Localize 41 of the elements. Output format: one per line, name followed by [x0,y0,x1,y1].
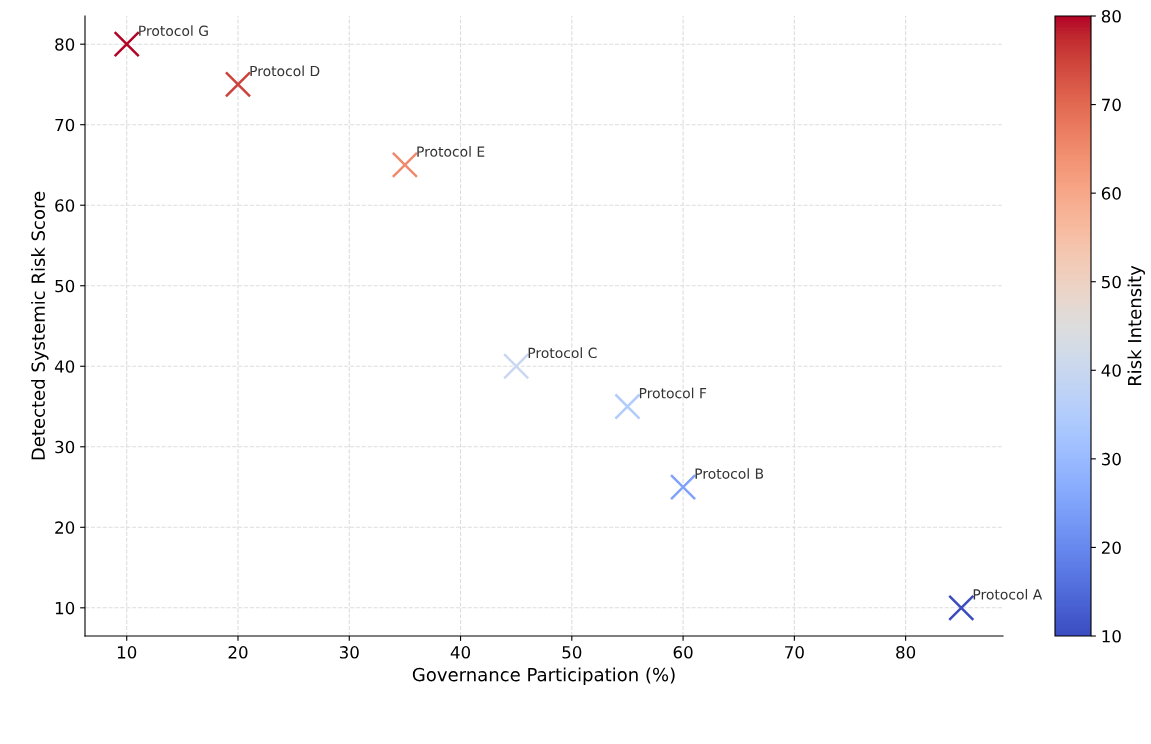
y-tick-label: 40 [54,360,75,373]
point [391,151,419,179]
annotation: Protocol D [250,65,320,77]
x-axis-title: Governance Participation (%) [412,667,675,685]
x-tick-label: 10 [117,646,137,659]
y-tick-label: 10 [55,601,75,615]
color-bar-label: 80 [1101,9,1121,23]
annotation: Protocol G [139,25,208,37]
color-bar-label: 30 [1101,452,1121,466]
annotation: Protocol F [639,387,707,399]
x-tick-label: 80 [896,646,916,659]
point [224,71,252,98]
color-bar-label: 10 [1102,629,1121,643]
x-tick-label: 20 [228,646,248,659]
x-tick-label: 40 [450,646,471,659]
x-tick-label: 70 [785,646,804,659]
color-bar-label: 40 [1101,364,1121,377]
x-tick-label: 60 [673,646,693,659]
color-bar-label: 50 [1102,275,1121,289]
point [614,393,641,420]
point [113,30,141,58]
y-tick-label: 60 [55,199,75,212]
y-axis-title: Detected Systemic Risk Score [31,191,49,460]
annotation: Protocol A [973,588,1043,600]
color-bar-label: 70 [1102,98,1121,112]
y-tick-label: 30 [55,440,75,454]
y-tick-label: 50 [55,279,75,293]
y-tick-label: 80 [55,38,75,51]
color-bar-label: 20 [1101,541,1121,554]
annotation: Protocol C [528,347,597,359]
annotation: Protocol E [417,146,485,157]
x-tick-label: 30 [339,646,359,659]
y-tick-label: 70 [55,118,75,132]
point [669,473,697,501]
y-tick-label: 20 [55,521,75,534]
color-bar-title: Risk Intensity [1127,265,1145,386]
point [502,352,530,380]
x-tick-label: 50 [562,646,582,659]
annotation: Protocol B [695,468,764,479]
color-bar-label: 60 [1101,187,1121,200]
point [947,594,975,622]
